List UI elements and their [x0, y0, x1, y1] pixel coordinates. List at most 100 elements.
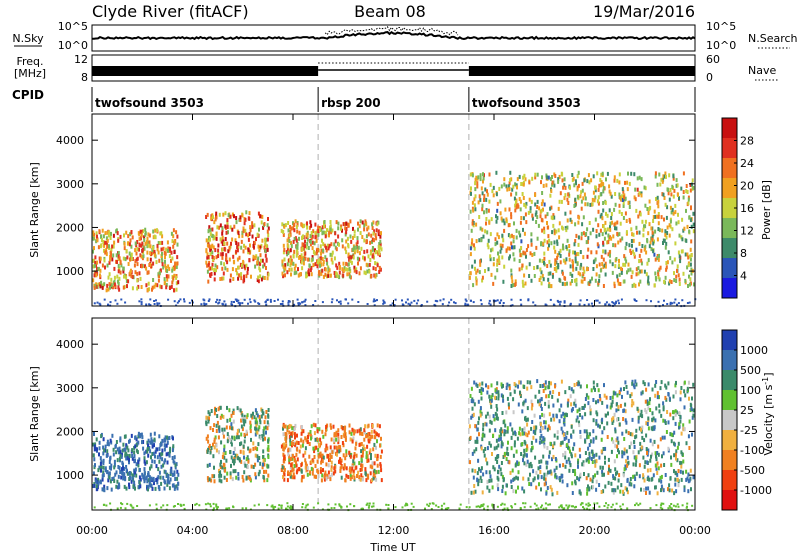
scatter-cell [478, 432, 480, 437]
scatter-cell [692, 185, 695, 190]
scatter-cell [283, 472, 286, 477]
scatter-cell [296, 447, 299, 452]
scatter-cell [252, 465, 255, 469]
scatter-cell [470, 415, 473, 420]
scatter-cell [346, 267, 349, 272]
scatter-cell [623, 447, 626, 452]
scatter-cell [556, 253, 559, 258]
scatter-cell [349, 476, 352, 481]
scatter-cell [341, 228, 343, 233]
scatter-cell [249, 448, 252, 453]
scatter-cell [360, 246, 363, 251]
scatter-cell [565, 443, 568, 448]
scatter-cell [586, 487, 589, 492]
scatter-cell [497, 390, 500, 395]
scatter-cell [496, 381, 499, 386]
scatter-cell [633, 172, 636, 177]
ground-scatter-cell [605, 502, 607, 505]
scatter-cell [152, 451, 155, 456]
ground-scatter-cell [215, 503, 218, 506]
scatter-cell [548, 238, 551, 243]
scatter-cell [530, 385, 533, 390]
ground-scatter-cell [203, 302, 206, 305]
scatter-cell [244, 463, 247, 468]
scatter-cell [521, 486, 524, 491]
scatter-cell [490, 383, 493, 388]
scatter-cell [682, 423, 685, 428]
scatter-cell [289, 248, 292, 253]
scatter-cell [596, 242, 599, 247]
scatter-cell [309, 268, 312, 273]
scatter-cell [364, 430, 366, 435]
scatter-cell [97, 245, 100, 250]
scatter-cell [379, 462, 382, 467]
scatter-cell [327, 463, 330, 468]
ground-scatter-cell [466, 303, 469, 306]
scatter-cell [471, 238, 474, 243]
scatter-cell [478, 389, 481, 393]
scatter-cell [559, 260, 562, 265]
scatter-cell [245, 210, 248, 215]
scatter-cell [547, 277, 550, 282]
scatter-cell [510, 446, 513, 451]
scatter-cell [630, 239, 633, 243]
scatter-cell [595, 410, 598, 415]
scatter-cell [601, 472, 604, 477]
scatter-cell [207, 238, 210, 243]
scatter-cell [284, 263, 287, 268]
scatter-cell [641, 219, 644, 224]
ground-scatter-cell [232, 505, 234, 508]
scatter-cell [645, 272, 648, 277]
scatter-cell [580, 262, 583, 267]
scatter-cell [473, 243, 475, 248]
scatter-cell [632, 450, 635, 455]
scatter-cell [257, 244, 260, 249]
scatter-cell [653, 252, 656, 257]
scatter-cell [254, 255, 257, 260]
scatter-cell [568, 244, 571, 248]
scatter-cell [649, 438, 652, 443]
scatter-cell [591, 460, 594, 464]
scatter-cell [151, 248, 154, 253]
scatter-cell [540, 407, 543, 411]
scatter-cell [495, 219, 498, 224]
scatter-cell [469, 460, 471, 465]
date-title: 19/Mar/2016 [593, 2, 695, 21]
scatter-cell [553, 267, 556, 271]
scatter-cell [540, 459, 543, 464]
scatter-cell [520, 239, 523, 244]
scatter-cell [592, 267, 595, 271]
scatter-cell [365, 455, 368, 460]
scatter-cell [682, 470, 684, 475]
scatter-cell [205, 260, 208, 265]
scatter-cell [610, 236, 613, 241]
scatter-cell [479, 259, 482, 264]
scatter-cell [226, 432, 229, 437]
scatter-cell [523, 448, 526, 453]
scatter-cell [491, 247, 494, 252]
scatter-cell [645, 447, 648, 451]
scatter-cell [376, 222, 379, 227]
scatter-cell [103, 282, 106, 287]
scatter-cell [572, 389, 575, 394]
scatter-cell [627, 431, 630, 435]
scatter-cell [365, 234, 368, 239]
scatter-cell [243, 274, 245, 279]
scatter-cell [156, 455, 159, 460]
scatter-cell [601, 262, 604, 266]
scatter-cell [528, 197, 531, 202]
scatter-cell [134, 270, 137, 275]
ground-scatter-cell [510, 298, 513, 301]
scatter-cell [211, 227, 214, 232]
scatter-cell [528, 463, 531, 467]
scatter-cell [356, 236, 359, 241]
scatter-cell [361, 220, 364, 225]
scatter-cell [607, 480, 610, 485]
scatter-cell [123, 241, 126, 246]
scatter-cell [672, 211, 675, 216]
scatter-cell [364, 271, 367, 276]
scatter-cell [175, 484, 178, 489]
scatter-cell [673, 453, 676, 458]
scatter-cell [512, 489, 515, 494]
ground-scatter-cell [287, 301, 290, 304]
